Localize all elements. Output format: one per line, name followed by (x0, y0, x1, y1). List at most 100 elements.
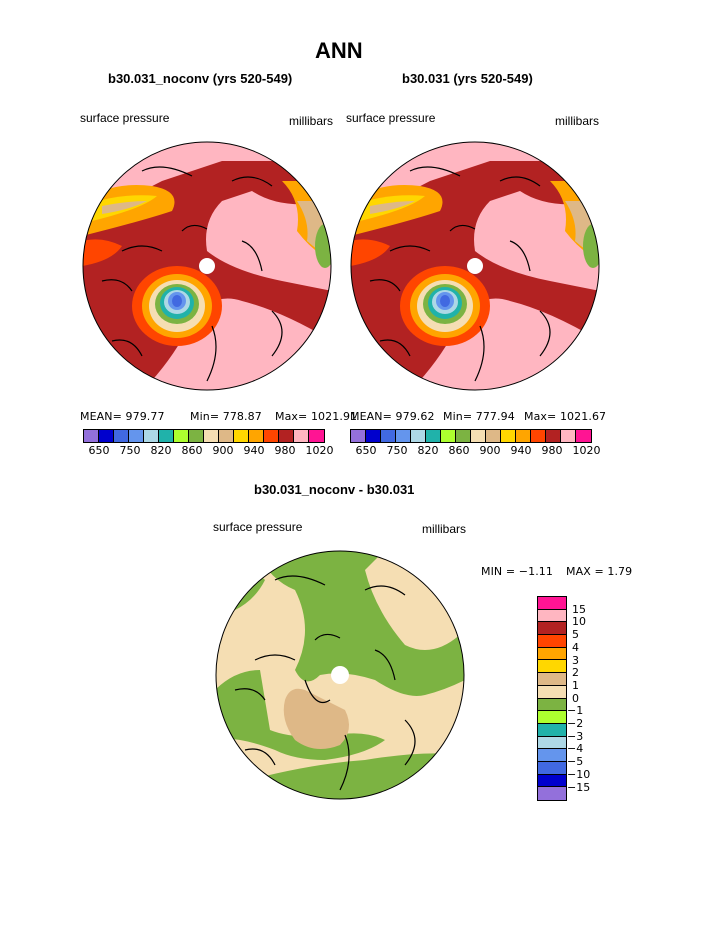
left-min-stat: Min= 778.87 (190, 410, 262, 423)
colorbar-tick-label: 980 (274, 444, 296, 457)
colorbar-swatch (538, 698, 566, 712)
colorbar-tick-label: 940 (510, 444, 532, 457)
colorbar-swatch (538, 774, 566, 788)
colorbar-swatch (264, 430, 279, 442)
colorbar-swatch (204, 430, 219, 442)
colorbar-tick-label: −3 (567, 729, 584, 743)
diff-colorbar (537, 596, 567, 801)
colorbar-tick-label: −2 (567, 717, 584, 730)
diff-max-stat: MAX = 1.79 (566, 565, 633, 578)
colorbar-swatch (396, 430, 411, 442)
colorbar-tick-label: 0 (572, 691, 579, 705)
diff-min-stat: MIN = −1.11 (481, 565, 553, 578)
main-title: ANN (315, 38, 363, 63)
colorbar-swatch (538, 597, 566, 610)
colorbar-swatch (366, 430, 381, 442)
right-variable-label: surface pressure (346, 111, 436, 125)
colorbar-tick-label: −4 (567, 742, 584, 756)
colorbar-swatch (411, 430, 426, 442)
right-max-stat: Max= 1021.67 (524, 410, 607, 423)
right-units-label: millibars (555, 114, 600, 128)
left-colorbar (83, 429, 325, 443)
colorbar-swatch (546, 430, 561, 442)
colorbar-tick-label: 2 (572, 666, 579, 680)
colorbar-swatch (174, 430, 189, 442)
colorbar-swatch (426, 430, 441, 442)
colorbar-tick-label: 860 (181, 444, 203, 457)
colorbar-swatch (576, 430, 591, 442)
diff-variable-label: surface pressure (213, 520, 303, 534)
colorbar-swatch (294, 430, 309, 442)
diff-colorbar-ticks: 15 10 5 4 3 2 1 0 −1 −2 −3 −4 −5 −10 −15 (567, 596, 612, 802)
colorbar-tick-label: −10 (567, 767, 591, 781)
colorbar-swatch (538, 749, 566, 762)
colorbar-swatch (189, 430, 204, 442)
colorbar-tick-label: 650 (88, 444, 110, 457)
colorbar-tick-label: 900 (212, 444, 234, 457)
colorbar-tick-label: −5 (567, 755, 584, 769)
left-colorbar-ticks: 650 750 820 860 900 940 980 1020 (83, 444, 334, 458)
colorbar-tick-label: 1020 (572, 444, 601, 457)
colorbar-swatch (538, 660, 566, 674)
colorbar-swatch (538, 761, 566, 775)
left-polar-map (82, 141, 332, 391)
colorbar-swatch (538, 723, 566, 737)
colorbar-swatch (538, 647, 566, 661)
left-max-stat: Max= 1021.91 (275, 410, 358, 423)
colorbar-swatch (129, 430, 144, 442)
colorbar-tick-label: 3 (572, 653, 579, 667)
colorbar-swatch (234, 430, 249, 442)
colorbar-swatch (538, 673, 566, 686)
colorbar-tick-label: 5 (572, 628, 579, 642)
colorbar-tick-label: 15 (572, 602, 586, 616)
colorbar-swatch (538, 787, 566, 800)
colorbar-swatch (538, 609, 566, 623)
colorbar-tick-label: 4 (572, 640, 579, 654)
colorbar-swatch (99, 430, 114, 442)
diff-case-title: b30.031_noconv - b30.031 (254, 482, 415, 497)
colorbar-swatch (441, 430, 456, 442)
colorbar-swatch (538, 622, 566, 636)
colorbar-tick-label: 820 (150, 444, 172, 457)
colorbar-swatch (538, 711, 566, 724)
colorbar-swatch (144, 430, 159, 442)
colorbar-tick-label: 820 (417, 444, 439, 457)
colorbar-tick-label: −1 (567, 704, 584, 718)
diff-units-label: millibars (422, 522, 467, 536)
colorbar-swatch (114, 430, 129, 442)
colorbar-tick-label: −15 (567, 780, 591, 794)
left-units-label: millibars (289, 114, 334, 128)
colorbar-swatch (538, 736, 566, 750)
colorbar-swatch (279, 430, 294, 442)
colorbar-swatch (309, 430, 324, 442)
colorbar-swatch (471, 430, 486, 442)
colorbar-swatch (219, 430, 234, 442)
left-case-title: b30.031_noconv (yrs 520-549) (108, 71, 293, 86)
colorbar-swatch (501, 430, 516, 442)
colorbar-tick-label: 940 (243, 444, 265, 457)
colorbar-swatch (456, 430, 471, 442)
colorbar-tick-label: 750 (119, 444, 141, 457)
right-mean-stat: MEAN= 979.62 (350, 410, 435, 423)
colorbar-tick-label: 10 (572, 615, 586, 629)
colorbar-swatch (561, 430, 576, 442)
right-colorbar-ticks: 650 750 820 860 900 940 980 1020 (350, 444, 601, 458)
colorbar-tick-label: 650 (355, 444, 377, 457)
colorbar-swatch (159, 430, 174, 442)
colorbar-swatch (381, 430, 396, 442)
right-min-stat: Min= 777.94 (443, 410, 515, 423)
colorbar-swatch (84, 430, 99, 442)
right-polar-map (350, 141, 600, 391)
colorbar-tick-label: 1 (572, 678, 579, 692)
colorbar-swatch (531, 430, 546, 442)
colorbar-tick-label: 900 (479, 444, 501, 457)
left-variable-label: surface pressure (80, 111, 170, 125)
colorbar-swatch (538, 635, 566, 648)
colorbar-tick-label: 860 (448, 444, 470, 457)
right-colorbar (350, 429, 592, 443)
colorbar-tick-label: 750 (386, 444, 408, 457)
colorbar-tick-label: 1020 (305, 444, 334, 457)
colorbar-swatch (486, 430, 501, 442)
colorbar-swatch (538, 685, 566, 699)
colorbar-swatch (351, 430, 366, 442)
